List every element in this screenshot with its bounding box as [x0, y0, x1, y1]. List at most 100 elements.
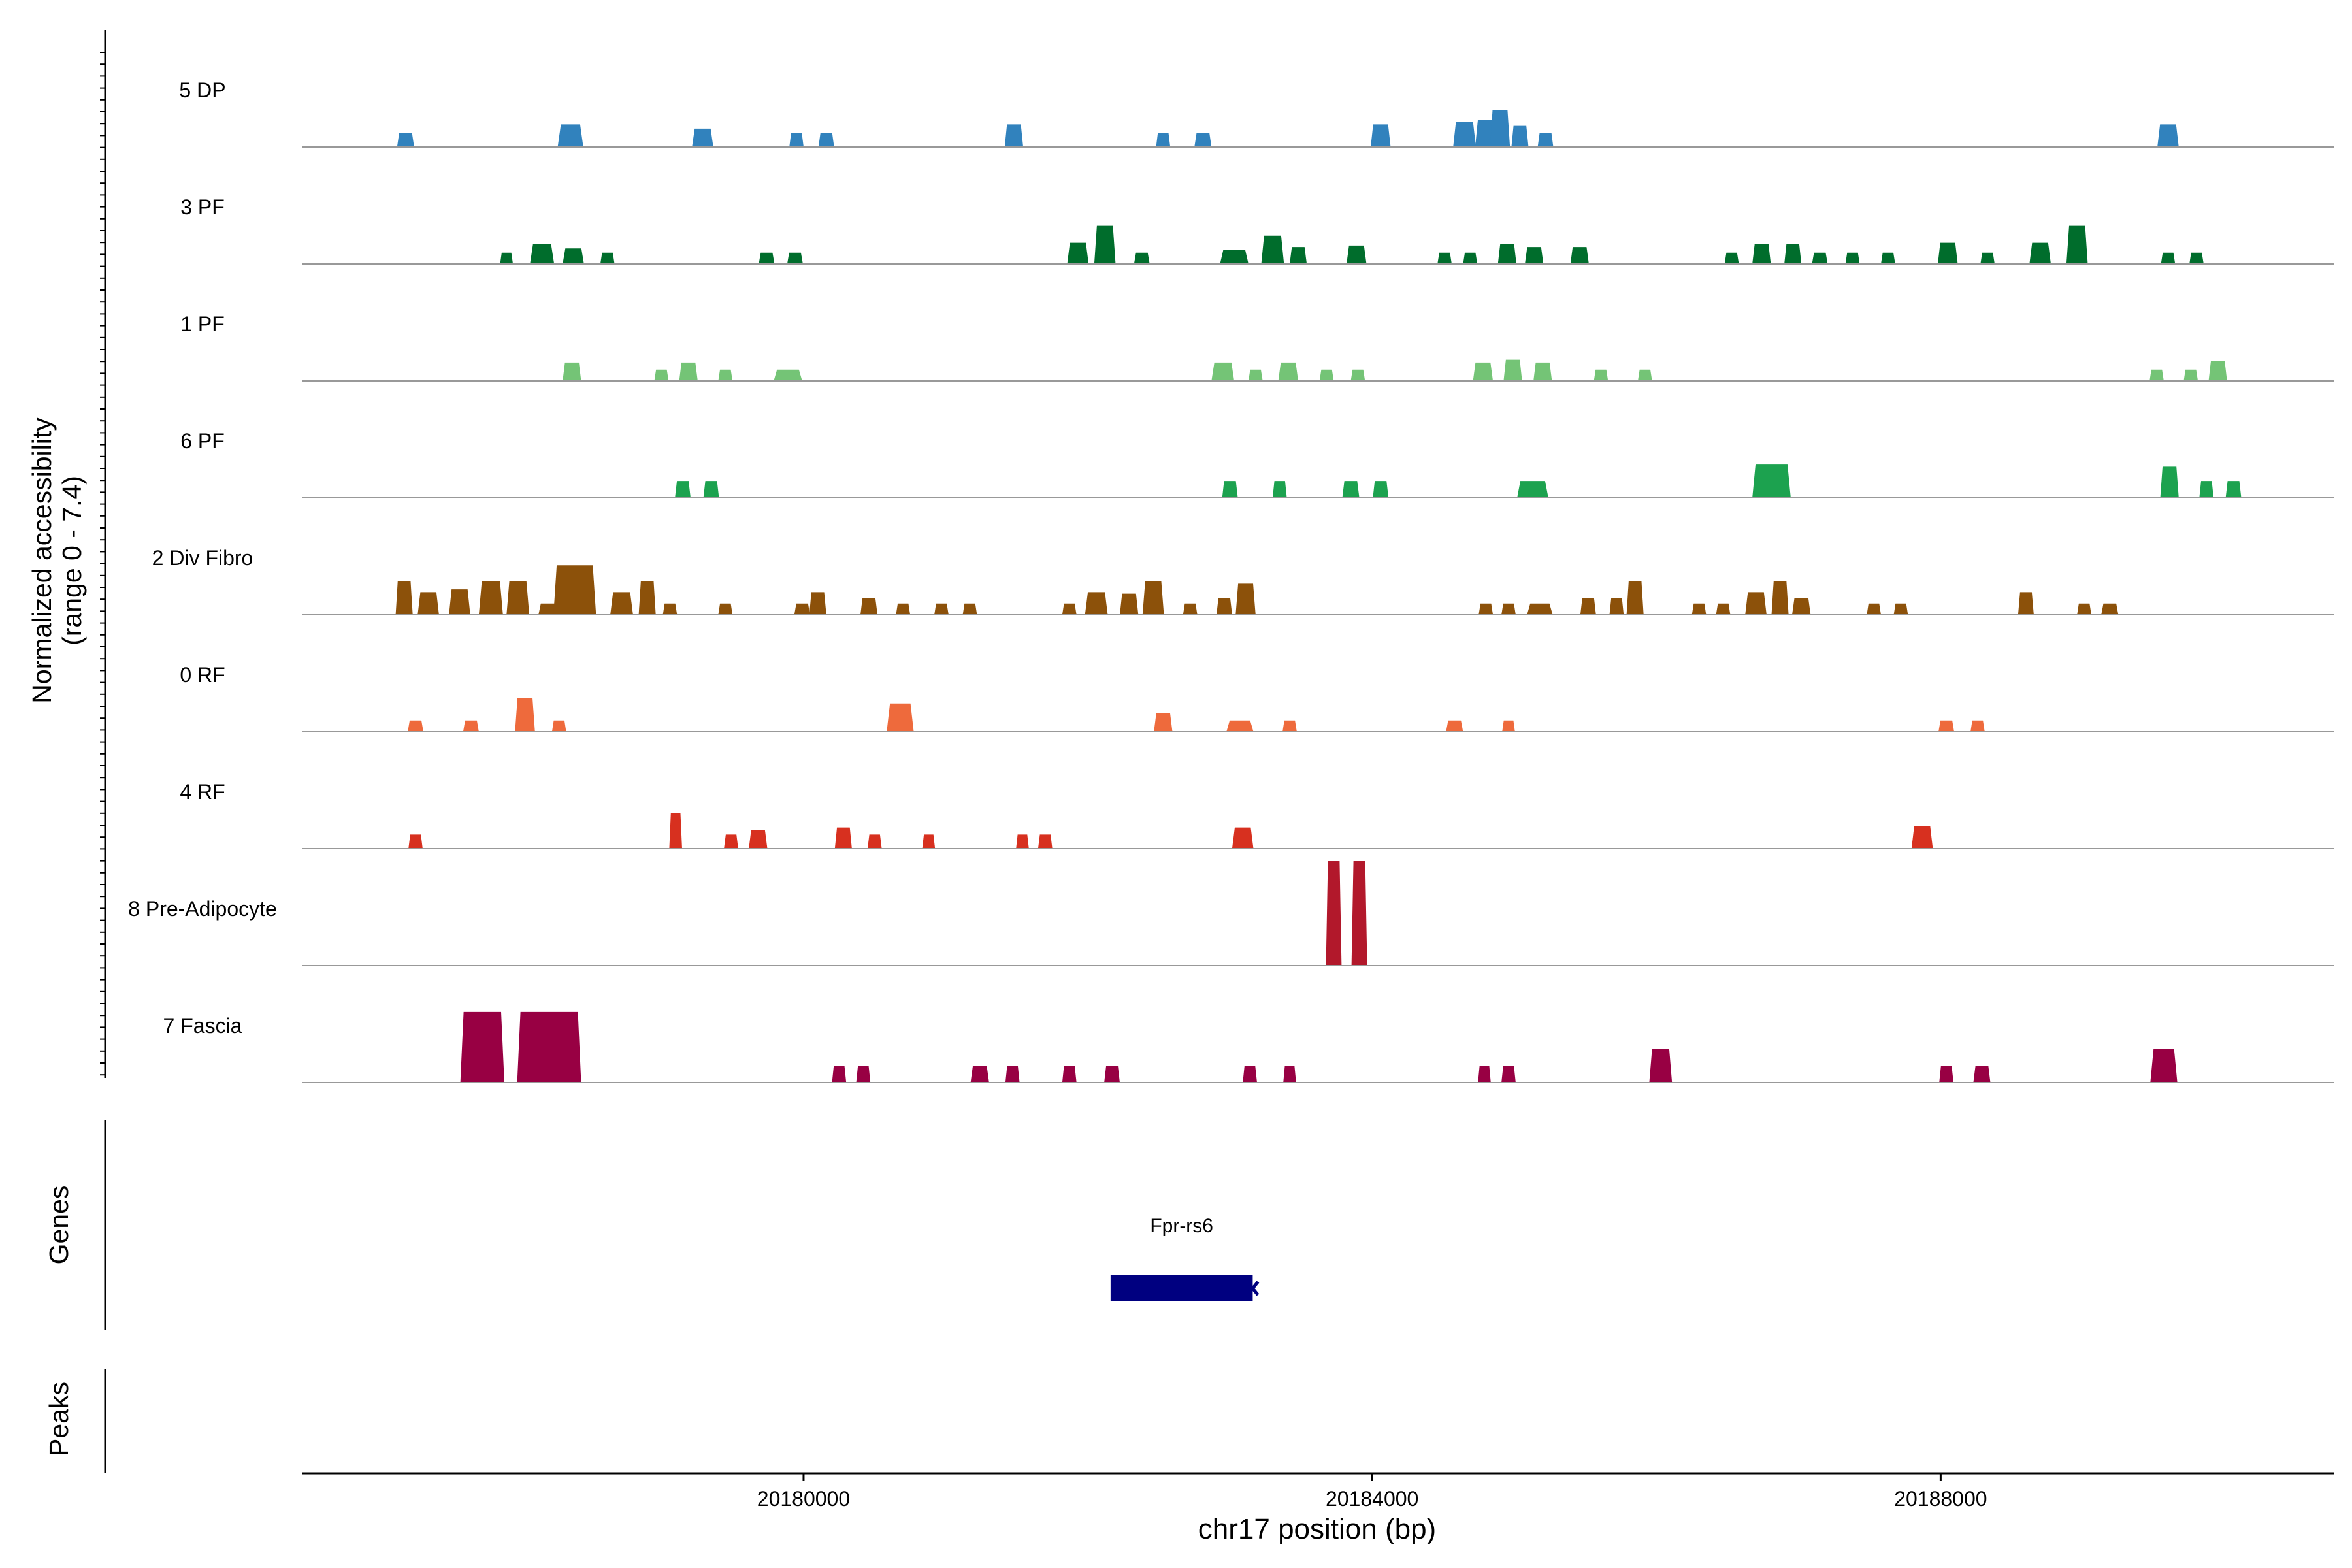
peak: [774, 369, 802, 381]
peak: [718, 603, 733, 615]
peak: [1437, 252, 1452, 264]
peak: [1745, 592, 1767, 615]
peak: [724, 834, 738, 849]
peak: [2225, 481, 2242, 498]
x-axis-label: chr17 position (bp): [1198, 1513, 1436, 1545]
peak: [1501, 603, 1516, 615]
track-label: 8 Pre-Adipocyte: [128, 897, 277, 921]
peak: [553, 565, 596, 615]
peak: [1243, 1066, 1257, 1083]
peak: [2029, 242, 2051, 264]
peak: [1154, 713, 1173, 732]
peak: [1752, 244, 1771, 264]
peak: [1638, 369, 1652, 381]
peak: [557, 124, 583, 147]
track-label: 0 RF: [180, 663, 225, 687]
genes-track-label: Genes: [44, 1186, 74, 1265]
peak: [970, 1066, 989, 1083]
peak: [1980, 252, 1995, 264]
peak: [692, 128, 713, 147]
peak: [675, 481, 691, 498]
peak: [1845, 252, 1860, 264]
peak: [1104, 1066, 1120, 1083]
track-label: 1 PF: [180, 312, 225, 336]
peak: [1120, 593, 1139, 615]
peak: [789, 133, 804, 147]
peak: [922, 834, 936, 849]
peak: [1371, 124, 1391, 147]
track-5-dp: 5 DP: [179, 78, 2334, 148]
peak: [860, 598, 878, 615]
peak: [1283, 1066, 1296, 1083]
peak: [654, 369, 669, 381]
coverage-y-ticks: [100, 52, 105, 1076]
peaks-track-label: Peaks: [44, 1382, 74, 1456]
peak: [2157, 124, 2179, 147]
peak: [1156, 133, 1171, 147]
peak: [408, 834, 423, 849]
peak: [2208, 361, 2227, 381]
peak: [662, 603, 678, 615]
y-axis-label-line2: (range 0 - 7.4): [57, 476, 87, 645]
peak: [1502, 720, 1515, 732]
peak: [1724, 252, 1739, 264]
peak: [809, 592, 826, 615]
peak: [515, 698, 535, 732]
track-label: 5 DP: [179, 78, 225, 102]
coverage-tracks: 5 DP 3 PF 1 PF 6 PF 2 Div Fibro 0 RF 4 RF 8 Pre…: [128, 78, 2334, 1083]
peak: [1490, 110, 1511, 147]
x-axis-ticks: 20180000 20184000 20188000: [757, 1473, 1987, 1511]
peak: [1142, 581, 1164, 615]
peak: [867, 834, 882, 849]
track-label: 2 Div Fibro: [152, 546, 253, 570]
peak: [1609, 598, 1624, 615]
peak: [1881, 252, 1895, 264]
track-7-fascia: 7 Fascia: [163, 1011, 2334, 1083]
peak: [1351, 861, 1367, 966]
peak: [1478, 603, 1494, 615]
peak: [718, 369, 733, 381]
peak: [1784, 244, 1802, 264]
peak: [1220, 250, 1249, 264]
peak: [517, 1011, 581, 1083]
x-tick-label: 20180000: [757, 1487, 850, 1511]
peak: [1232, 827, 1254, 849]
peak: [887, 703, 914, 732]
peak: [538, 603, 557, 615]
peak: [962, 603, 977, 615]
gene-label: Fpr-rs6: [1150, 1215, 1213, 1237]
peak: [703, 481, 719, 498]
peak: [1272, 481, 1287, 498]
track-2-div-fibro: 2 Div Fibro: [152, 546, 2334, 615]
peak: [1812, 252, 1828, 264]
peak: [1373, 481, 1389, 498]
peak: [856, 1066, 871, 1083]
peak: [1290, 247, 1307, 264]
peak: [1222, 481, 1238, 498]
track-label: 3 PF: [180, 195, 225, 219]
peak: [1326, 861, 1342, 966]
peak: [896, 603, 911, 615]
peak: [787, 252, 803, 264]
peak: [818, 133, 834, 147]
peak: [1691, 603, 1707, 615]
peak: [1062, 1066, 1077, 1083]
x-tick-label: 20188000: [1894, 1487, 1987, 1511]
peak: [638, 581, 656, 615]
peak: [1183, 603, 1198, 615]
peak: [749, 830, 768, 849]
peak: [460, 1011, 504, 1083]
peak: [2160, 466, 2179, 498]
peak: [1792, 598, 1811, 615]
peak: [1580, 598, 1596, 615]
track-label: 4 RF: [180, 780, 225, 804]
peak: [395, 581, 413, 615]
peak: [1533, 362, 1552, 381]
peak: [1525, 247, 1544, 264]
peak: [551, 720, 566, 732]
peak: [1463, 252, 1478, 264]
peak: [2017, 592, 2034, 615]
peak: [417, 592, 439, 615]
x-tick-label: 20184000: [1326, 1487, 1418, 1511]
